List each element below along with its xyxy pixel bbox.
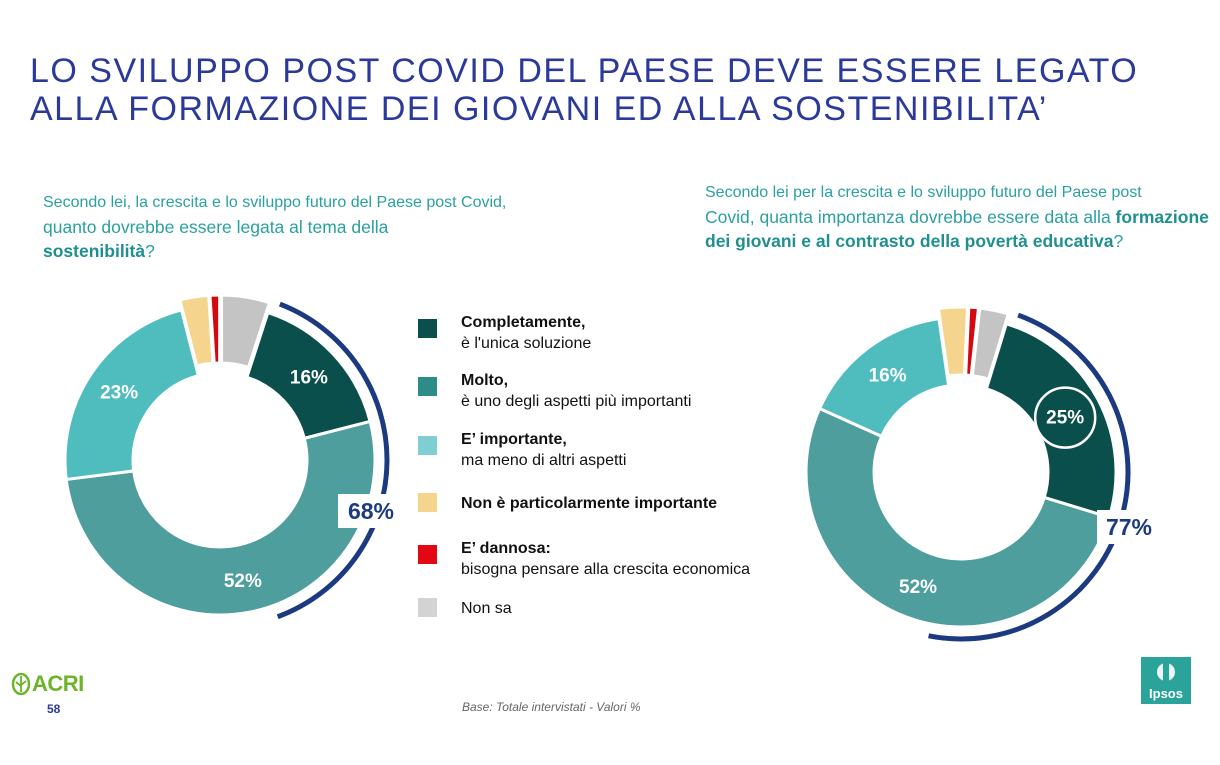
question-right-bold: formazione dei giovani e al contrasto de…	[705, 207, 1209, 251]
donut-left: 16% 52% 23% 68%	[63, 293, 404, 620]
donut-right-slice-1	[804, 406, 1112, 629]
donut-right-label-1: 52%	[899, 577, 937, 598]
question-left: Secondo lei, la crescita e lo sviluppo f…	[43, 189, 583, 263]
legend-swatch-completamente	[418, 319, 437, 338]
legend-sublabel-dannosa: bisogna pensare alla crescita economica	[461, 561, 751, 578]
question-right-line-1: Secondo lei per la crescita e lo svilupp…	[705, 184, 1142, 201]
donut-right-label-0: 25%	[1046, 408, 1084, 429]
legend-sublabel-importante: ma meno di altri aspetti	[461, 452, 627, 469]
donut-left-label-1: 52%	[224, 571, 262, 592]
title-line-2: ALLA FORMAZIONE DEI GIOVANI ED ALLA SOST…	[30, 90, 1048, 128]
acri-leaf-icon	[11, 672, 31, 696]
base-note: Base: Totale intervistati - Valori %	[462, 700, 641, 714]
donut-right-total-label: 77%	[1106, 514, 1152, 540]
legend-label-importante: E’ importante,	[461, 431, 567, 448]
question-left-line-1: Secondo lei, la crescita e lo sviluppo f…	[43, 194, 507, 211]
acri-logo-text: ACRI	[32, 671, 84, 696]
legend-swatch-molto	[418, 377, 437, 396]
donut-left-slice-2	[63, 308, 201, 482]
legend-label-completamente: Completamente,	[461, 314, 586, 331]
donut-left-total-box	[338, 494, 404, 528]
legend-label-non-sa: Non sa	[461, 600, 512, 617]
ipsos-logo: Ipsos	[1141, 657, 1191, 704]
legend-swatch-non-importante	[418, 493, 437, 512]
donut-right-total-box	[1097, 510, 1161, 544]
title-line-1: LO SVILUPPO POST COVID DEL PAESE DEVE ES…	[30, 52, 1139, 90]
ipsos-head-icon	[1157, 663, 1175, 681]
donut-right-slice-5	[970, 306, 1011, 381]
legend-sublabel-molto: è uno degli aspetti più importanti	[461, 393, 692, 410]
donut-left-slice-5	[220, 293, 272, 370]
legend-label-non-importante: Non è particolarmente importante	[461, 495, 718, 512]
question-right: Secondo lei per la crescita e lo svilupp…	[705, 179, 1215, 253]
donut-right-slice-0	[984, 321, 1118, 520]
donut-left-label-0: 16%	[290, 367, 328, 388]
question-right-line-2: Covid, quanta importanza dovrebbe essere…	[705, 207, 1111, 227]
donut-left-label-2: 23%	[100, 382, 138, 403]
legend-label-molto: Molto,	[461, 372, 509, 389]
question-left-line-2: quanto dovrebbe essere legata al tema de…	[43, 217, 389, 237]
page-title: LO SVILUPPO POST COVID DEL PAESE DEVE ES…	[30, 52, 1200, 128]
legend-swatch-dannosa	[418, 545, 437, 564]
donut-right: 25% 52% 16% 77%	[804, 305, 1161, 642]
legend-swatch-importante	[418, 436, 437, 455]
donut-left-slice-4	[208, 293, 222, 365]
legend-sublabel-completamente: è l'unica soluzione	[461, 335, 592, 352]
donut-left-slice-1	[64, 419, 377, 617]
donut-right-label-2: 16%	[869, 366, 907, 387]
question-left-end: ?	[145, 241, 155, 261]
legend-label-dannosa: E’ dannosa:	[461, 540, 551, 557]
question-left-bold: sostenibilità	[43, 241, 146, 261]
page-number: 58	[47, 702, 61, 716]
donut-left-total-label: 68%	[348, 498, 394, 524]
donut-right-highlight-ring	[1033, 386, 1097, 449]
acri-logo: ACRI	[10, 670, 90, 696]
ipsos-logo-text: Ipsos	[1149, 686, 1183, 701]
donut-left-bracket	[276, 301, 390, 620]
question-right-end: ?	[1113, 231, 1124, 251]
legend-swatch-non-sa	[418, 598, 437, 617]
